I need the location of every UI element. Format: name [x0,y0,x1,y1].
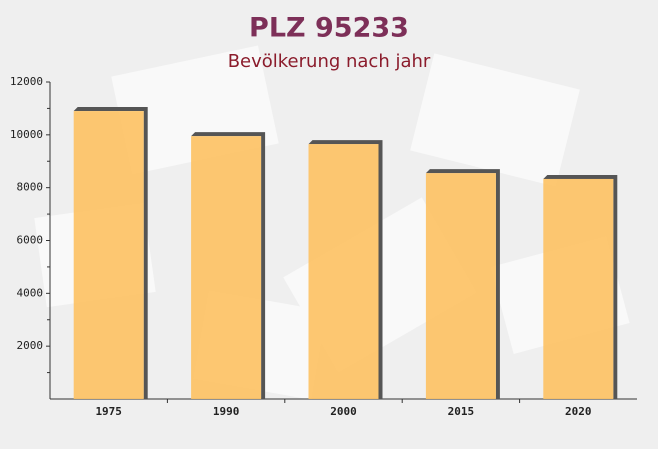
y-tick-label: 12000 [10,75,43,88]
y-tick-label: 10000 [10,128,43,141]
x-tick-label: 1975 [95,405,122,418]
y-tick-label: 8000 [17,181,44,194]
x-tick-label: 2015 [448,405,475,418]
chart-title: PLZ 95233 [249,13,409,44]
bar [73,111,144,399]
y-tick-label: 6000 [17,234,44,247]
y-tick-label: 2000 [17,339,44,352]
bar [191,136,262,399]
bar [308,144,379,399]
y-tick-label: 4000 [17,286,44,299]
x-tick-label: 1990 [213,405,240,418]
x-tick-label: 2000 [330,405,357,418]
x-tick-label: 2020 [565,405,592,418]
bar [425,173,496,399]
chart-subtitle: Bevölkerung nach jahr [228,51,431,72]
bar [543,178,614,399]
